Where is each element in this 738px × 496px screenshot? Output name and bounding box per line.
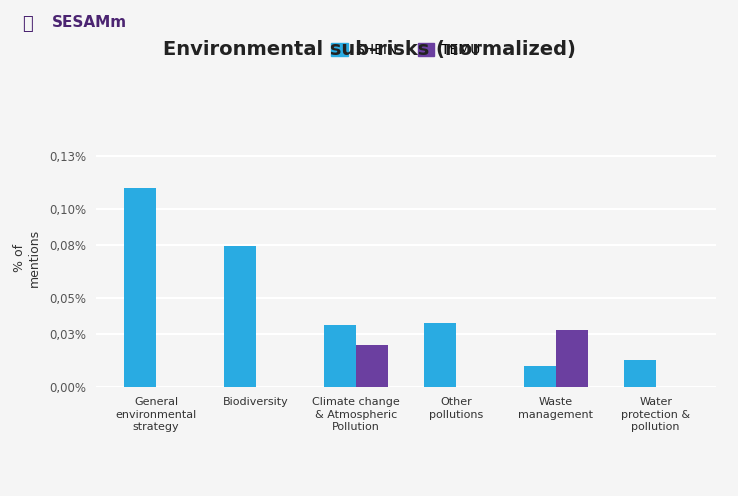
Bar [356,345,388,387]
Text: ⯀: ⯀ [22,15,33,33]
Text: SESAMm: SESAMm [52,15,127,30]
Bar [556,330,587,387]
Bar [124,187,156,387]
Legend: SHEIN, TEMU: SHEIN, TEMU [325,38,486,63]
Text: Environmental sub-risks (normalized): Environmental sub-risks (normalized) [162,40,576,59]
Bar [424,323,456,387]
Bar [324,324,356,387]
Bar [524,367,556,387]
Bar [224,247,256,387]
Y-axis label: % of
mentions: % of mentions [13,229,41,287]
Bar [624,360,655,387]
